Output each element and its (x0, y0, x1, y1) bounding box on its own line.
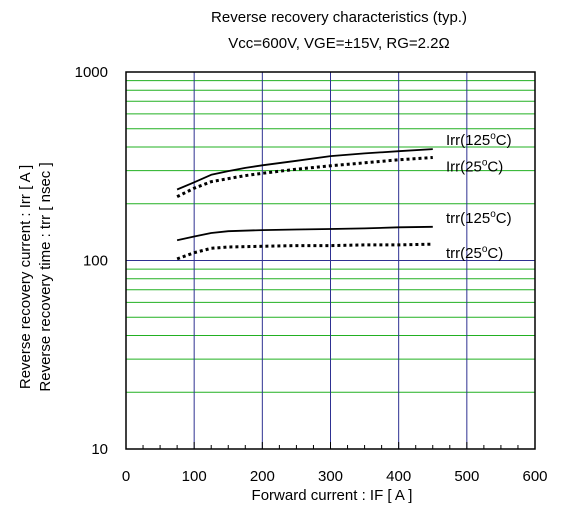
x-tick-label: 600 (522, 468, 547, 485)
x-tick-label: 500 (454, 468, 479, 485)
x-axis-label: Forward current : IF [ A ] (252, 487, 413, 504)
series-line-1 (176, 156, 433, 199)
chart-subtitle: Vcc=600V, VGE=±15V, RG=2.2Ω (228, 35, 449, 52)
y-tick-label: 1000 (75, 64, 108, 81)
y-axis-label-time: Reverse recovery time : trr [ nsec ] (37, 162, 54, 391)
x-tick-label: 100 (182, 468, 207, 485)
series-line-2 (176, 225, 433, 242)
y-axis-ticks: 10 100 1000 (75, 64, 108, 458)
series-line-3 (176, 242, 433, 261)
y-tick-label: 100 (83, 253, 108, 270)
series-label-0: Irr(125oC) (446, 131, 512, 149)
y-axis-label-current: Reverse recovery current : Irr [ A ] (17, 165, 34, 389)
y-tick-label: 10 (91, 441, 108, 458)
chart-title: Reverse recovery characteristics (typ.) (211, 9, 467, 26)
series-labels: Irr(125oC) Irr(25oC) trr(125oC) trr(25oC) (446, 131, 512, 262)
series-label-3: trr(25oC) (446, 244, 503, 262)
x-axis-ticks: 0 100 200 300 400 500 600 (122, 442, 548, 485)
series-lines (176, 148, 433, 261)
x-tick-label: 0 (122, 468, 130, 485)
series-label-1: Irr(25oC) (446, 157, 503, 175)
x-tick-label: 300 (318, 468, 343, 485)
series-label-2: trr(125oC) (446, 209, 512, 227)
series-line-0 (176, 148, 433, 191)
x-tick-label: 200 (250, 468, 275, 485)
x-tick-label: 400 (386, 468, 411, 485)
